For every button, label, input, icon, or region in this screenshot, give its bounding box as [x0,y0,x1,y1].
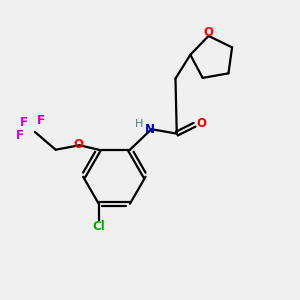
Text: F: F [38,114,45,127]
Text: O: O [196,117,206,130]
Text: N: N [145,123,155,136]
Text: Cl: Cl [92,220,105,233]
Text: O: O [203,26,214,38]
Text: F: F [16,129,24,142]
Text: F: F [20,116,28,129]
Text: H: H [135,119,143,129]
Text: O: O [73,138,83,151]
